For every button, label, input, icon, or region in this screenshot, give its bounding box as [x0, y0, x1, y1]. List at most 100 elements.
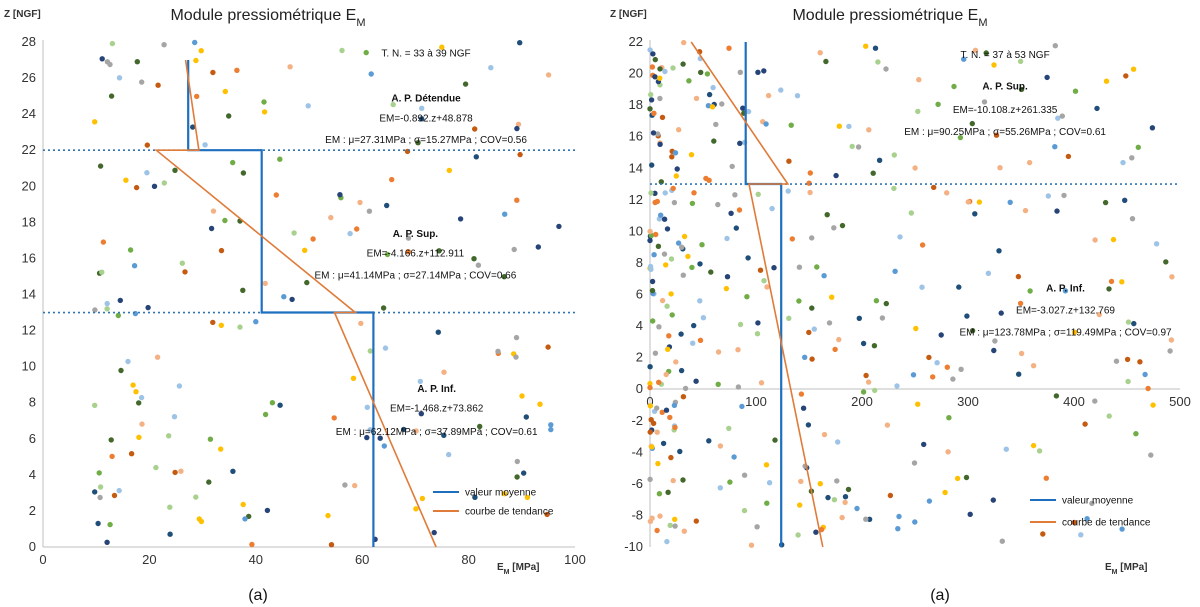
data-point	[931, 184, 937, 191]
data-point	[672, 523, 678, 529]
data-point	[310, 236, 316, 242]
data-point	[649, 444, 655, 450]
y-tick-label: 18	[629, 97, 643, 112]
data-point	[693, 95, 700, 102]
data-point	[1103, 78, 1110, 84]
data-point	[153, 464, 159, 471]
data-point	[657, 66, 663, 72]
data-point	[654, 429, 660, 435]
y-tick-label: 4	[29, 467, 36, 482]
data-point	[1137, 359, 1143, 365]
data-point	[206, 479, 212, 485]
data-point	[517, 151, 523, 158]
data-point	[891, 185, 897, 192]
data-point	[328, 542, 335, 548]
data-point	[1078, 532, 1084, 538]
data-point	[717, 443, 724, 449]
data-point	[664, 303, 670, 309]
data-point	[831, 225, 837, 231]
data-point	[419, 495, 426, 502]
data-point	[673, 173, 679, 179]
data-point	[676, 127, 682, 133]
y-tick-label: -8	[631, 507, 643, 522]
data-point	[218, 446, 224, 452]
annotation: EM=-1.468.z+73.862	[390, 404, 484, 415]
data-point	[234, 67, 240, 74]
data-point	[863, 43, 869, 49]
data-point	[733, 225, 739, 231]
data-point	[675, 240, 682, 246]
data-point	[944, 364, 950, 370]
data-point	[1129, 155, 1135, 161]
x-axis-label-main: E	[497, 562, 504, 573]
data-point	[836, 123, 842, 129]
data-point	[302, 247, 308, 253]
data-point	[380, 305, 387, 311]
data-point	[829, 294, 835, 300]
data-point	[663, 407, 670, 413]
data-point	[855, 144, 862, 150]
data-point	[983, 50, 989, 56]
data-point	[1102, 199, 1109, 206]
data-point	[737, 140, 743, 146]
data-point	[655, 460, 661, 467]
panel-a-right: Module pressiométrique EMZ [NGF]EM [MPa]…	[610, 7, 1191, 604]
data-point	[545, 72, 552, 78]
data-point	[477, 423, 483, 430]
data-point	[123, 177, 129, 183]
x-axis-label-unit: [MPa]	[1118, 562, 1148, 573]
data-point	[656, 491, 663, 497]
data-point	[1124, 356, 1131, 363]
data-point	[273, 192, 279, 198]
data-point	[1061, 192, 1067, 199]
data-point	[384, 251, 391, 258]
data-point	[993, 132, 1000, 138]
data-point	[514, 474, 520, 480]
data-point	[535, 244, 541, 250]
data-point	[413, 506, 419, 512]
data-point	[761, 278, 767, 284]
data-point	[1119, 279, 1125, 285]
data-point	[242, 516, 248, 522]
data-point	[668, 454, 674, 461]
data-point	[666, 333, 672, 339]
annotation: EM=-0.892.z+48.878	[379, 113, 473, 124]
x-tick-label: 400	[1063, 394, 1085, 409]
data-point	[1052, 43, 1059, 49]
data-point	[155, 82, 161, 88]
data-point	[806, 180, 812, 186]
data-point	[92, 489, 98, 495]
data-point	[139, 421, 145, 427]
data-point	[339, 47, 345, 54]
data-point	[1096, 311, 1103, 318]
data-point	[198, 48, 204, 54]
data-point	[117, 297, 124, 304]
data-point	[1142, 371, 1148, 378]
data-point	[991, 62, 997, 68]
data-point	[930, 374, 936, 380]
data-point	[951, 83, 957, 90]
data-point	[656, 379, 662, 385]
data-point	[831, 497, 838, 503]
data-point	[130, 382, 136, 388]
y-tick-label: -4	[631, 444, 643, 459]
data-point	[548, 422, 554, 428]
data-point	[950, 376, 956, 382]
data-point	[726, 45, 732, 51]
x-axis-label-main: E	[1105, 562, 1112, 573]
data-point	[662, 68, 668, 75]
data-point	[661, 216, 668, 222]
data-point	[794, 93, 801, 99]
data-point	[1044, 74, 1050, 81]
data-point	[681, 528, 687, 534]
data-point	[413, 428, 419, 434]
data-point	[264, 507, 271, 514]
data-point	[688, 152, 695, 158]
x-axis-label: EM [MPa]	[1105, 562, 1148, 576]
data-point	[811, 326, 817, 332]
data-point	[673, 359, 679, 365]
data-point	[1163, 259, 1169, 265]
data-point	[710, 84, 716, 91]
data-point	[523, 414, 529, 420]
data-point	[652, 350, 659, 356]
